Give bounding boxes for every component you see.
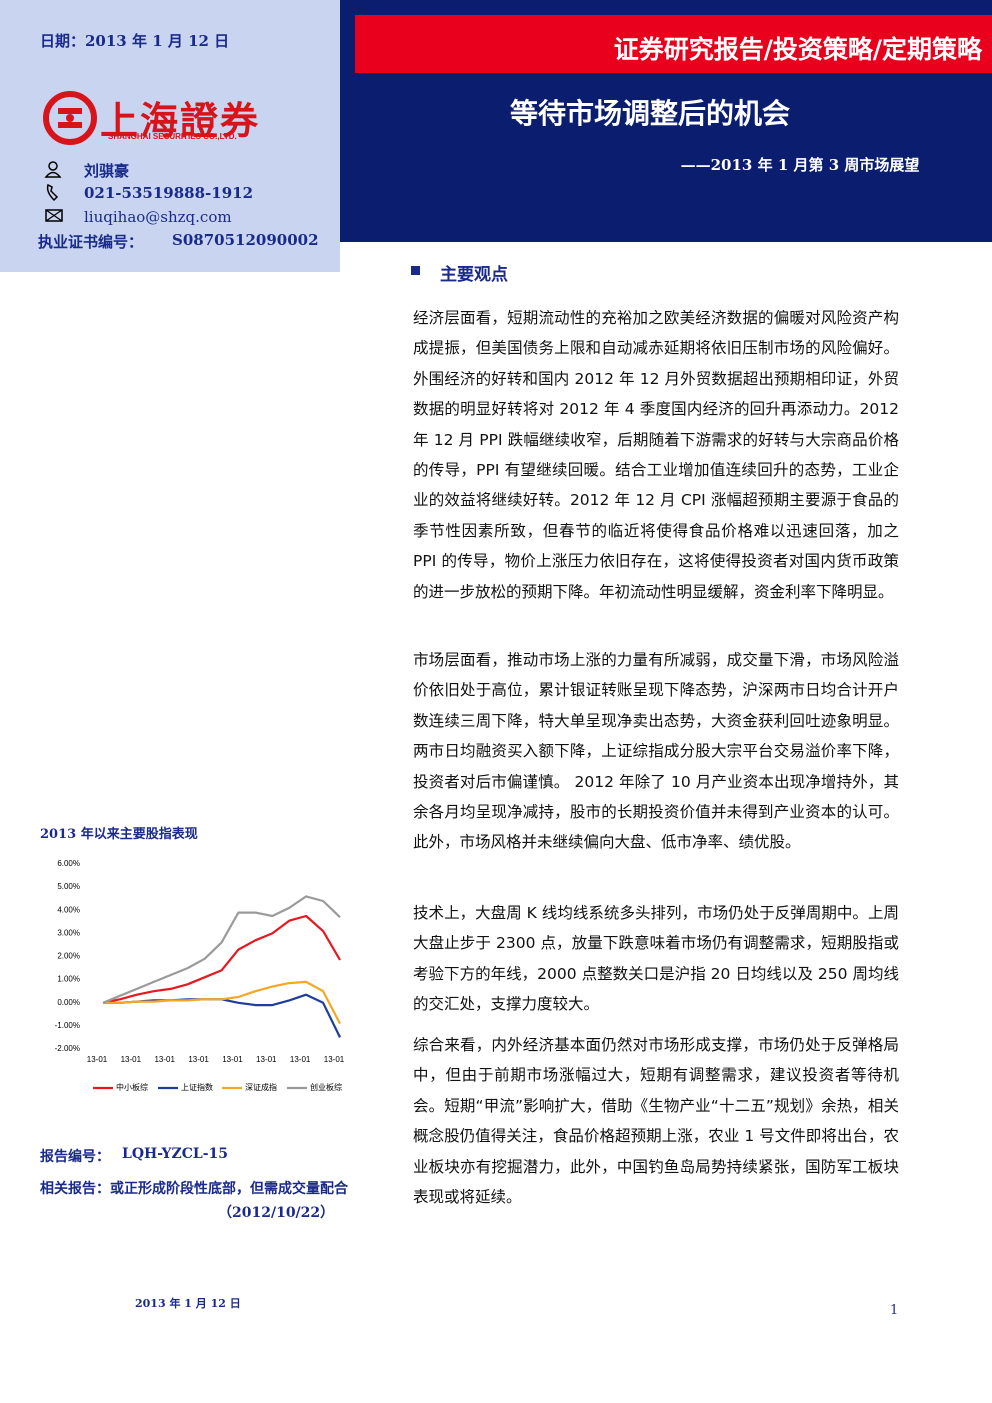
y-tick-label: 3.00% bbox=[57, 928, 80, 937]
paragraph: 市场层面看，推动市场上涨的力量有所减弱，成交量下滑，市场风险溢价依旧处于高位，累… bbox=[413, 651, 899, 852]
x-tick-label: 13-01 bbox=[290, 1055, 311, 1064]
page-number: 1 bbox=[890, 1303, 899, 1318]
cert-label: 执业证书编号： bbox=[38, 233, 144, 251]
legend-label: 上证指数 bbox=[181, 1082, 213, 1092]
y-tick-label: -1.00% bbox=[55, 1021, 80, 1030]
report-no-label: 报告编号： bbox=[40, 1149, 110, 1165]
series-line bbox=[103, 980, 341, 1025]
y-tick-label: 0.00% bbox=[57, 998, 80, 1007]
paragraph: 技术上，大盘周 K 线均线系统多头排列，市场仍处于反弹周期中。上周大盘止步于 2… bbox=[413, 904, 899, 1014]
x-tick-label: 13-01 bbox=[87, 1055, 108, 1064]
footer-date: 2013 年 1 月 12 日 bbox=[135, 1297, 241, 1310]
related-report: 相关报告：或正形成阶段性底部，但需成交量配合 bbox=[40, 1181, 348, 1197]
cert-number: S0870512090002 bbox=[172, 231, 319, 249]
logo-english: SHANGHAI SECURITIES CO.,LTD. bbox=[108, 132, 237, 141]
y-tick-label: 5.00% bbox=[57, 882, 80, 891]
logo-name: 上海證券 bbox=[100, 98, 261, 143]
logo-mark bbox=[43, 91, 97, 145]
y-tick-label: 4.00% bbox=[57, 905, 80, 914]
subtitle: ——2013 年 1 月第 3 周市场展望 bbox=[680, 156, 920, 174]
date: 日期：2013 年 1 月 12 日 bbox=[40, 32, 230, 50]
paragraph: 经济层面看，短期流动性的充裕加之欧美经济数据的偏暖对风险资产构成提振，但美国债务… bbox=[413, 309, 899, 601]
legend-label: 创业板综 bbox=[310, 1082, 342, 1092]
contact-icons bbox=[44, 161, 63, 222]
y-tick-label: 2.00% bbox=[57, 952, 80, 961]
legend-label: 中小板综 bbox=[116, 1082, 148, 1092]
x-tick-label: 13-01 bbox=[121, 1055, 142, 1064]
y-tick-label: 6.00% bbox=[57, 859, 80, 868]
banner bbox=[355, 15, 992, 73]
section-bullet bbox=[411, 266, 420, 275]
series-line bbox=[102, 895, 341, 1004]
x-tick-label: 13-01 bbox=[222, 1055, 243, 1064]
chart: -2.00% -1.00% 0.00% 1.00% 2.00% 3.00% 4.00% 5.0… bbox=[55, 859, 345, 1092]
x-tick-label: 13-01 bbox=[188, 1055, 209, 1064]
legend-label: 深证成指 bbox=[245, 1082, 277, 1092]
report-no: LQH-YZCL-15 bbox=[122, 1146, 229, 1162]
paragraph: 综合来看，内外经济基本面仍然对市场形成支撑，市场仍处于反弹格局中，但由于前期市场… bbox=[413, 1036, 899, 1207]
analyst-email: liuqihao@shzq.com bbox=[84, 208, 232, 226]
title: 等待市场调整后的机会 bbox=[509, 97, 790, 130]
section-heading: 主要观点 bbox=[440, 265, 508, 285]
chart-title: 2013 年以来主要股指表现 bbox=[40, 827, 198, 842]
x-tick-label: 13-01 bbox=[324, 1055, 345, 1064]
x-tick-label: 13-01 bbox=[154, 1055, 175, 1064]
analyst-phone: 021-53519888-1912 bbox=[84, 184, 254, 202]
y-tick-label: 1.00% bbox=[57, 975, 80, 984]
y-tick-label: -2.00% bbox=[55, 1044, 80, 1053]
series-line bbox=[102, 914, 341, 1004]
related-date: （2012/10/22） bbox=[218, 1205, 335, 1221]
banner-text: 证券研究报告/投资策略/定期策略 bbox=[613, 35, 982, 64]
analyst-name: 刘骐豪 bbox=[84, 162, 130, 180]
x-tick-label: 13-01 bbox=[256, 1055, 277, 1064]
